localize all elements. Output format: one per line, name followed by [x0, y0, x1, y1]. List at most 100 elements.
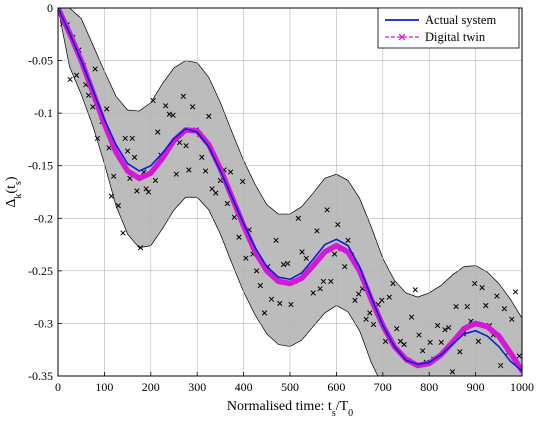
x-tick-label: 700: [374, 380, 392, 394]
y-tick-label: -0.3: [34, 316, 53, 330]
grid-layer: [58, 8, 522, 376]
measurement-point: [479, 285, 485, 291]
measurement-point: [303, 255, 309, 261]
measurement-point: [137, 245, 144, 251]
measurement-point: [129, 135, 135, 142]
measurement-point: [310, 290, 316, 296]
measurement-point: [115, 203, 121, 209]
measurement-point: [273, 237, 279, 244]
measurement-point: [475, 338, 482, 344]
measurement-point: [324, 207, 330, 213]
measurement-point: [509, 316, 515, 322]
measurement-point: [206, 113, 212, 119]
measurement-point: [394, 326, 400, 332]
measurement-point: [442, 327, 448, 333]
x-tick-label: 400: [235, 380, 253, 394]
measurement-point: [457, 349, 463, 355]
measurement-point: [483, 302, 489, 309]
legend-marker-digital-twin: [398, 33, 406, 41]
measurement-point: [199, 154, 205, 160]
x-axis-label: Normalised time: ts/T0: [227, 399, 353, 419]
legend-label-digital-twin: Digital twin: [425, 30, 486, 44]
measurement-point: [317, 286, 323, 292]
series-lines-layer: [58, 8, 522, 374]
measurement-point: [143, 186, 149, 192]
measurement-point: [367, 310, 373, 316]
measurement-point: [145, 189, 152, 195]
measurement-point: [268, 296, 275, 302]
measurement-point: [498, 362, 504, 369]
measurement-point: [106, 145, 112, 151]
measurement-point: [257, 282, 263, 289]
measurement-point: [73, 72, 80, 78]
measurement-point: [231, 214, 237, 220]
legend-box: [377, 7, 520, 49]
measurement-point: [285, 260, 291, 267]
measurement-point: [314, 228, 320, 234]
measurement-point: [124, 148, 131, 154]
measurement-point: [434, 322, 441, 329]
measurement-point: [111, 173, 117, 179]
measurement-point: [209, 186, 215, 192]
x-tick-label: 500: [281, 380, 299, 394]
measurement-point: [401, 341, 407, 348]
measurement-point: [494, 293, 500, 299]
y-tick-label: -0.05: [28, 54, 53, 68]
x-tick-label: 0: [55, 380, 61, 394]
measurement-point: [131, 154, 138, 160]
measurement-point: [236, 234, 242, 240]
legend-label-actual-system: Actual system: [425, 13, 496, 27]
measurement-point: [464, 303, 470, 310]
x-tick-label: 600: [327, 380, 345, 394]
measurement-point: [152, 177, 159, 184]
y-axis-label: Δk(ts): [4, 176, 24, 207]
measurement-point: [335, 221, 341, 228]
y-tick-label: -0.25: [28, 264, 53, 278]
x-tick-label: 900: [467, 380, 485, 394]
measurement-point: [150, 97, 156, 104]
measurement-point: [512, 289, 519, 295]
measurement-point: [412, 287, 418, 293]
measurement-point: [386, 294, 392, 300]
measurement-point: [162, 103, 169, 109]
measurement-point: [352, 297, 358, 303]
measurement-point: [370, 321, 377, 328]
measurement-point: [134, 188, 140, 194]
measurement-point: [108, 193, 115, 199]
measurement-point: [240, 178, 246, 185]
measurement-point: [288, 301, 294, 308]
measurement-point: [90, 104, 96, 110]
measurement-point: [166, 111, 173, 117]
measurement-point: [170, 112, 176, 118]
x-tick-label: 300: [188, 380, 206, 394]
measurement-point: [213, 190, 219, 196]
measurement-point: [320, 278, 327, 285]
measurement-point: [202, 168, 209, 174]
measurement-point: [501, 306, 508, 312]
measurement-point: [516, 353, 522, 359]
measurement-point: [438, 339, 444, 346]
y-tick-label: -0.2: [34, 211, 53, 225]
measurement-point: [67, 76, 73, 83]
measurement-point: [104, 106, 110, 112]
measurement-point: [331, 251, 338, 257]
measurement-point: [92, 66, 98, 72]
measurement-point: [122, 135, 128, 142]
measurement-point: [390, 280, 396, 287]
measurement-point: [277, 300, 283, 307]
measurement-point: [449, 369, 456, 375]
measurement-point: [280, 261, 287, 268]
measurement-point: [120, 230, 126, 236]
measurement-point: [416, 332, 422, 338]
axis-label-layer: Normalised time: ts/T0 Δk(ts): [4, 176, 353, 418]
y-tick-label: -0.15: [28, 159, 53, 173]
measurement-point: [363, 316, 369, 322]
measurement-point: [243, 255, 249, 261]
measurement-point: [446, 324, 452, 331]
measurement-point: [155, 129, 161, 135]
measurement-point: [345, 237, 351, 244]
measurement-point: [224, 200, 231, 207]
measurement-point: [183, 143, 189, 149]
x-tick-label: 200: [142, 380, 160, 394]
measurement-point: [382, 338, 389, 344]
